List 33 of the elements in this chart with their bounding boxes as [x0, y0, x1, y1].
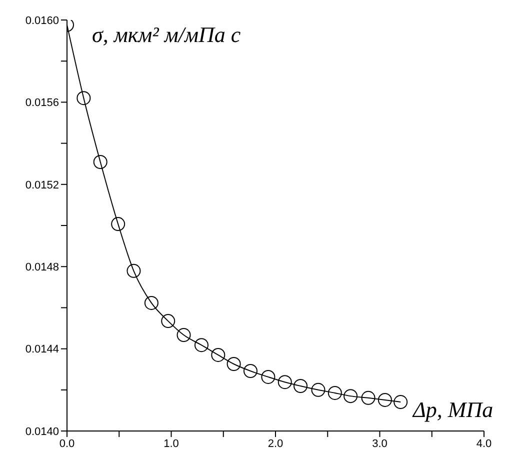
y-tick-label: 0.0140: [25, 426, 59, 438]
point: [294, 378, 308, 393]
y-tick-label: 0.0144: [25, 344, 59, 356]
point: [328, 386, 342, 400]
point: [76, 91, 91, 106]
point: [378, 392, 392, 407]
point: [311, 382, 326, 397]
point: [144, 296, 158, 310]
point: [226, 357, 241, 372]
x-tick-label: 1.0: [164, 438, 179, 450]
point: [394, 395, 408, 410]
point: [176, 328, 191, 342]
y-tick-label: 0.0160: [25, 14, 59, 27]
y-tick-label: 0.0148: [25, 262, 59, 274]
point: [93, 155, 108, 169]
x-axis-title: Δp, МПа: [413, 397, 494, 423]
point: [111, 217, 126, 232]
point: [361, 390, 376, 405]
y-axis-title: σ, мкм² м/мПа с: [92, 22, 241, 48]
point: [243, 364, 258, 378]
x-tick-label: 2.0: [268, 438, 284, 450]
x-tick-label: 3.0: [372, 438, 388, 450]
point: [161, 314, 176, 328]
point: [344, 389, 358, 404]
point: [261, 370, 276, 384]
y-tick-label: 0.0152: [25, 179, 59, 192]
point: [278, 375, 292, 390]
y-tick-label: 0.0156: [25, 97, 59, 110]
point: [126, 264, 141, 278]
x-tick-label: 4.0: [476, 438, 492, 450]
x-tick-label: 0.0: [59, 438, 75, 450]
point: [194, 338, 208, 352]
point: [211, 348, 226, 362]
